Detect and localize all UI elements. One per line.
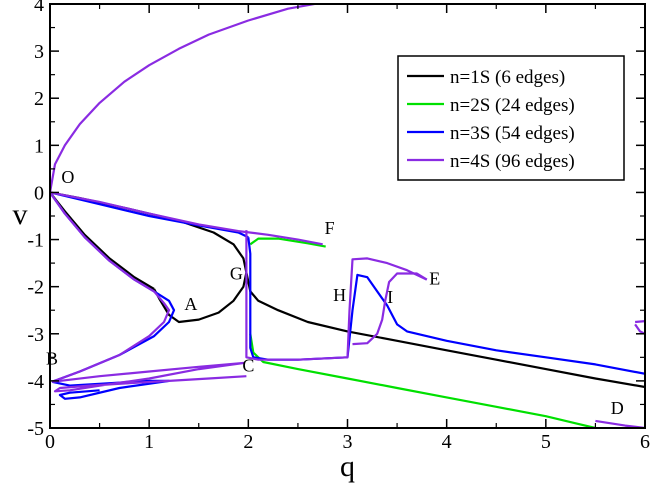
x-tick-label: 5: [541, 431, 551, 453]
y-tick-label: -2: [27, 277, 44, 299]
point-label-c: C: [242, 355, 254, 375]
series-2: [249, 237, 596, 428]
series-4-segment-6: [352, 272, 428, 346]
point-label-a: A: [184, 294, 197, 314]
series-3-segment-2: [50, 191, 176, 383]
legend-entry-label: n=4S (96 edges): [450, 151, 575, 172]
y-tick-label: -3: [27, 324, 44, 346]
point-label-g: G: [230, 264, 243, 284]
series-4-segment-1: [50, 4, 321, 193]
series-2-segment-1: [249, 237, 326, 248]
axis-ticks: 0 1 2 3 4 5 6 -5 -4 -3 -2 -1 0 1 2 3 4: [27, 0, 650, 453]
series-3-segment-4: [247, 237, 645, 375]
y-tick-label: -1: [27, 230, 44, 252]
y-tick-label: -4: [27, 371, 44, 393]
x-tick-label: 1: [144, 431, 154, 453]
point-label-i: I: [387, 287, 393, 307]
x-axis-title: q: [340, 450, 355, 483]
x-tick-label: 4: [442, 431, 452, 453]
series-4-segment-3: [51, 361, 247, 393]
series-4-segment-2: [50, 191, 171, 383]
series-3: [50, 191, 645, 400]
series-4: [50, 4, 645, 428]
x-tick-label: 2: [243, 431, 253, 453]
series-2-segment-2: [249, 333, 596, 428]
series-4-segment-7: [635, 320, 645, 324]
series-1-segment-1: [50, 191, 248, 324]
legend-entry-label: n=1S (6 edges): [450, 67, 565, 88]
series-3-segment-1: [50, 191, 249, 239]
y-tick-label: -5: [27, 418, 44, 440]
x-tick-label: 3: [343, 431, 353, 453]
point-label-h: H: [333, 285, 346, 305]
legend: n=1S (6 edges) n=2S (24 edges) n=3S (54 ed…: [397, 55, 625, 181]
series-3-segment-3: [51, 379, 171, 400]
series-4-segment-8: [634, 323, 645, 335]
series-4-segment-4: [50, 191, 323, 246]
series-1-segment-2: [50, 191, 155, 290]
y-tick-label: 2: [34, 88, 44, 110]
y-tick-label: 0: [34, 182, 44, 204]
point-label-o: O: [61, 167, 74, 187]
x-tick-label: 6: [640, 431, 650, 453]
legend-entry-label: n=3S (54 edges): [450, 123, 575, 144]
legend-entry-label: n=2S (24 edges): [450, 95, 575, 116]
series-4-segment-5: [245, 230, 428, 361]
y-axis-title: v: [13, 198, 28, 231]
series-curves: [50, 4, 645, 428]
point-label-d: D: [611, 398, 624, 418]
point-label-b: B: [46, 348, 58, 368]
series-1-segment-3: [245, 272, 645, 389]
annotations: O A B C D E F G H I: [46, 167, 624, 418]
y-tick-label: 1: [34, 135, 44, 157]
y-tick-label: 4: [34, 0, 44, 16]
x-tick-label: 0: [45, 431, 55, 453]
point-label-f: F: [325, 218, 335, 238]
series-4-segment-9: [595, 419, 645, 428]
y-tick-label: 3: [34, 41, 44, 63]
point-label-e: E: [429, 268, 440, 288]
